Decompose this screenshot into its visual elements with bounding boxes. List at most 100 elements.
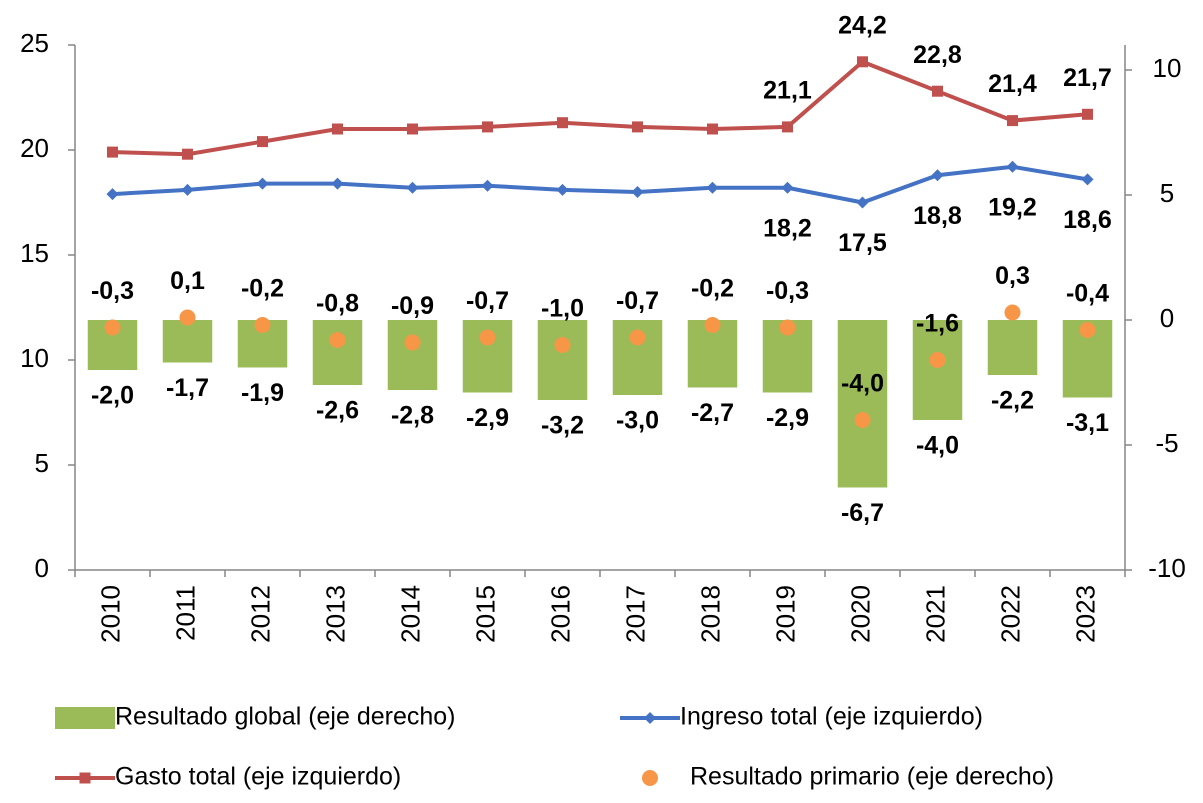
marker: [632, 121, 643, 133]
y-tick-label: 25: [20, 28, 49, 58]
x-tick-label: 2023: [1070, 585, 1100, 643]
data-label: -2,6: [316, 397, 359, 425]
data-label: 0,3: [995, 262, 1030, 290]
point: [179, 309, 196, 326]
marker: [556, 183, 569, 196]
point: [329, 332, 346, 348]
data-label: 22,8: [913, 41, 962, 69]
data-label: -3,0: [616, 407, 659, 435]
bar: [837, 320, 888, 488]
marker: [856, 196, 869, 209]
bar: [312, 320, 363, 385]
data-label: -2,9: [766, 404, 809, 432]
legend-marker: [79, 772, 91, 784]
x-tick-label: 2015: [470, 585, 500, 643]
point: [554, 337, 571, 353]
data-label: -3,1: [1066, 409, 1109, 437]
marker: [256, 177, 269, 190]
marker: [706, 181, 719, 194]
legend-label: Resultado primario (eje derecho): [690, 763, 1054, 791]
x-tick-label: 2014: [395, 585, 425, 643]
x-tick-label: 2022: [995, 585, 1025, 643]
marker: [1082, 108, 1093, 120]
point: [929, 352, 946, 368]
data-label: -3,2: [541, 412, 584, 440]
x-tick-label: 2012: [245, 585, 275, 643]
y-tick-label: 20: [20, 133, 49, 163]
marker: [482, 121, 493, 133]
data-label: -0,8: [316, 290, 359, 318]
marker: [1007, 115, 1018, 127]
marker: [481, 179, 494, 192]
point: [779, 319, 796, 336]
legend-label: Resultado global (eje derecho): [115, 703, 456, 731]
y-tick-label: 0: [35, 553, 49, 583]
data-label: -0,3: [766, 277, 809, 305]
data-label: -2,8: [391, 402, 434, 430]
marker: [857, 56, 868, 68]
x-tick-label: 2010: [95, 585, 125, 643]
data-label: 18,2: [763, 214, 812, 242]
bar: [537, 320, 588, 400]
marker: [331, 177, 344, 190]
data-label: -6,7: [841, 499, 884, 527]
point: [1079, 322, 1096, 338]
data-label: 21,4: [988, 70, 1037, 98]
legend-swatch: [55, 707, 115, 729]
marker: [406, 181, 419, 194]
legend-label: Gasto total (eje izquierdo): [115, 763, 401, 791]
data-label: -1,7: [166, 374, 209, 402]
marker: [332, 123, 343, 135]
data-label: -0,7: [616, 287, 659, 315]
line: [112, 164, 1088, 205]
data-label: -4,0: [916, 432, 959, 460]
bar: [912, 320, 963, 420]
x-tick-label: 2018: [695, 585, 725, 643]
data-label: 0,1: [170, 267, 205, 295]
marker: [106, 188, 119, 201]
data-label: -2,0: [91, 382, 134, 410]
data-label: -2,7: [691, 399, 734, 427]
x-tick-label: 2016: [545, 585, 575, 643]
marker: [781, 181, 794, 194]
marker: [782, 121, 793, 133]
x-tick-label: 2011: [170, 585, 200, 641]
y-tick-label: 15: [20, 238, 49, 268]
marker: [257, 136, 268, 148]
marker: [931, 169, 944, 182]
x-tick-label: 2017: [620, 585, 650, 643]
x-tick-label: 2013: [320, 585, 350, 643]
point: [404, 334, 421, 351]
data-label: -1,9: [241, 379, 284, 407]
data-label: -0,2: [691, 275, 734, 303]
y2-tick-label: 5: [1160, 178, 1174, 208]
marker: [932, 85, 943, 97]
point: [1004, 304, 1021, 321]
legend-label: Ingreso total (eje izquierdo): [680, 703, 983, 731]
y-tick-label: 5: [35, 448, 49, 478]
point: [854, 412, 871, 428]
marker: [707, 123, 718, 135]
marker: [107, 146, 118, 158]
x-tick-label: 2020: [845, 585, 875, 643]
marker: [181, 183, 194, 196]
data-label: -0,7: [466, 287, 509, 315]
y2-tick-label: 0: [1160, 303, 1174, 333]
data-label: -4,0: [841, 370, 884, 398]
point: [104, 319, 121, 336]
data-label: 21,1: [763, 77, 812, 105]
data-label: -0,9: [391, 292, 434, 320]
data-label: 19,2: [988, 193, 1037, 221]
y2-tick-label: -10: [1148, 553, 1186, 583]
data-label: -2,9: [466, 404, 509, 432]
y2-tick-label: 10: [1153, 53, 1182, 83]
point: [704, 317, 721, 333]
data-label: -0,4: [1066, 280, 1109, 308]
data-label: 21,7: [1063, 64, 1112, 92]
legend-marker: [644, 712, 656, 724]
point: [479, 329, 496, 346]
marker: [557, 117, 568, 129]
line: [112, 59, 1088, 157]
data-label: -1,6: [916, 310, 959, 338]
